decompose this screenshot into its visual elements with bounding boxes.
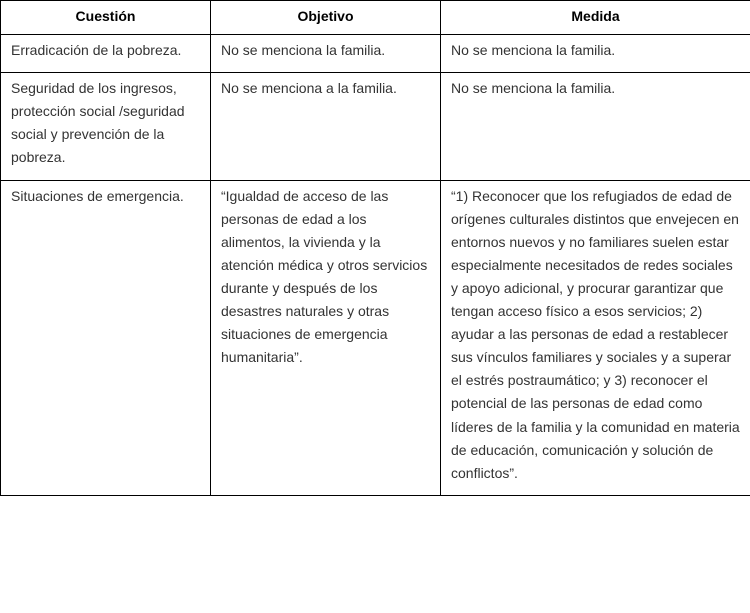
cell-medida: No se menciona la familia. [441, 35, 750, 73]
col-header-objetivo: Objetivo [211, 1, 441, 35]
col-header-cuestion: Cuestión [1, 1, 211, 35]
cell-cuestion: Erradicación de la pobreza. [1, 35, 211, 73]
cell-medida: “1) Reconocer que los refugiados de edad… [441, 180, 750, 495]
table-row: Erradicación de la pobreza. No se mencio… [1, 35, 750, 73]
cell-objetivo: No se menciona a la familia. [211, 73, 441, 180]
policy-table: Cuestión Objetivo Medida Erradicación de… [0, 0, 750, 496]
cell-objetivo: “Igualdad de acceso de las personas de e… [211, 180, 441, 495]
cell-objetivo: No se menciona la familia. [211, 35, 441, 73]
header-row: Cuestión Objetivo Medida [1, 1, 750, 35]
table-row: Seguridad de los ingresos, protección so… [1, 73, 750, 180]
table-container: Cuestión Objetivo Medida Erradicación de… [0, 0, 750, 496]
cell-cuestion: Seguridad de los ingresos, protección so… [1, 73, 211, 180]
table-row: Situaciones de emergencia. “Igualdad de … [1, 180, 750, 495]
cell-medida: No se menciona la familia. [441, 73, 750, 180]
col-header-medida: Medida [441, 1, 750, 35]
cell-cuestion: Situaciones de emergencia. [1, 180, 211, 495]
